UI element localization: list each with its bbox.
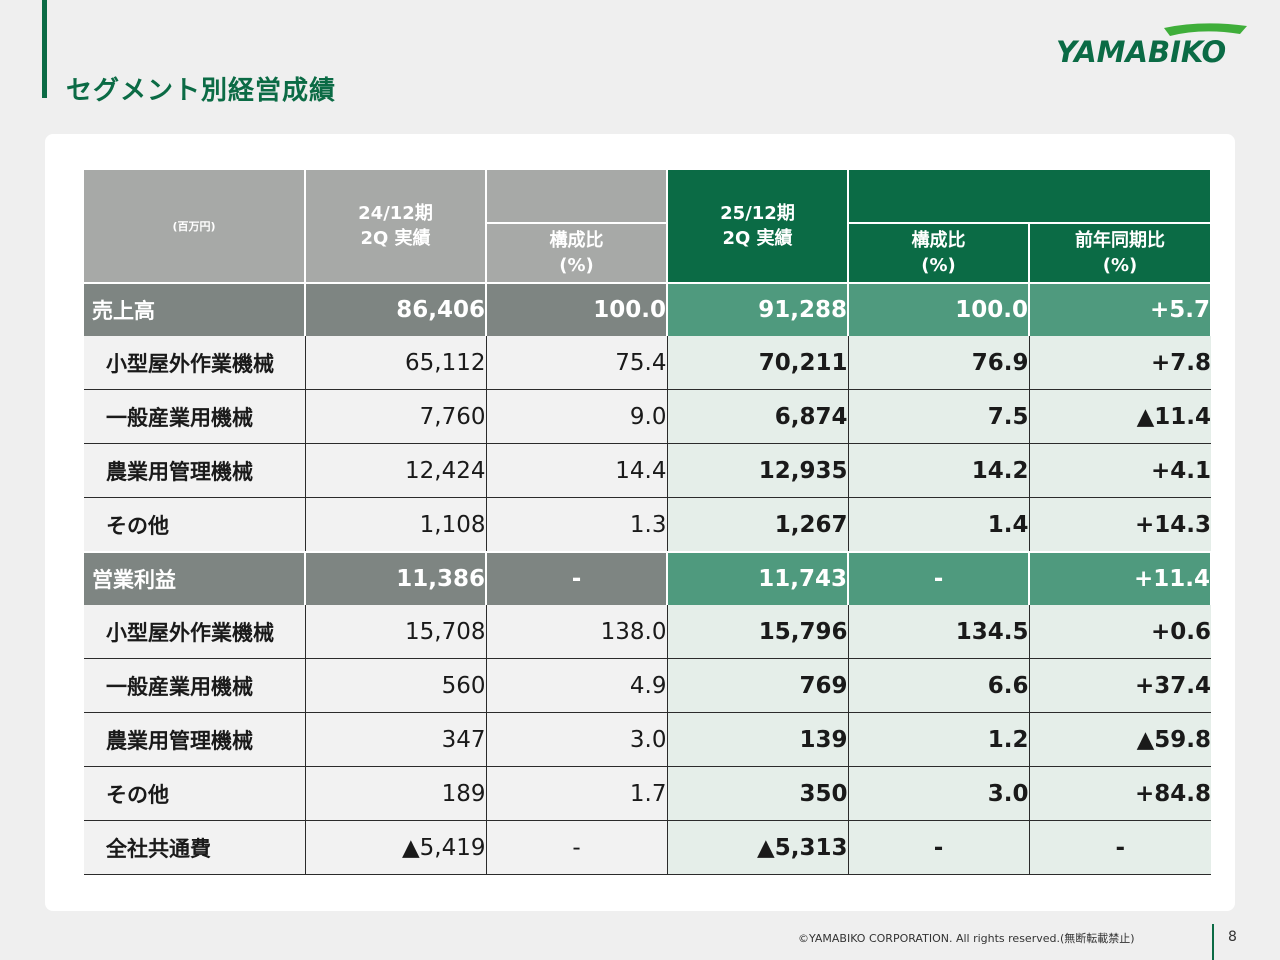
yoy-change: ▲11.4 [1029, 389, 1211, 444]
yamabiko-logo: YAMABIKO [1056, 23, 1247, 69]
table-row: 全社共通費 ▲5,419 - ▲5,313 - - [84, 820, 1211, 875]
segment-results-table: (百万円) 24/12期 2Q 実績 25/12期 2Q 実績 構成比 (%) … [84, 170, 1212, 875]
curr-ratio: 3.0 [848, 766, 1030, 821]
yoy-change: +5.7 [1029, 282, 1212, 336]
prev-amount: 1,108 [305, 497, 487, 553]
curr-ratio: 1.2 [848, 712, 1030, 767]
yoy-change: +37.4 [1029, 658, 1211, 713]
curr-amount: 6,874 [667, 389, 849, 444]
prev-ratio: 14.4 [486, 443, 668, 498]
curr-ratio: - [848, 820, 1030, 875]
header-curr-blank [848, 170, 1212, 223]
header-prev-blank [486, 170, 668, 223]
row-label: その他 [84, 766, 306, 821]
prev-ratio: 1.3 [486, 497, 668, 553]
page-title: セグメント別経営成績 [66, 76, 337, 106]
table-row: 一般産業用機械 7,760 9.0 6,874 7.5 ▲11.4 [84, 389, 1211, 444]
curr-amount: 91,288 [667, 282, 849, 336]
table-row: その他 189 1.7 350 3.0 +84.8 [84, 766, 1211, 821]
prev-amount: 12,424 [305, 443, 487, 498]
curr-ratio: - [848, 551, 1030, 605]
yoy-change: +84.8 [1029, 766, 1211, 821]
prev-ratio: 75.4 [486, 336, 668, 390]
row-label: 小型屋外作業機械 [84, 605, 306, 659]
yoy-change: - [1029, 820, 1211, 875]
row-label: 一般産業用機械 [84, 389, 306, 444]
row-label: 農業用管理機械 [84, 712, 306, 767]
row-label: その他 [84, 497, 306, 553]
yoy-change: +0.6 [1029, 605, 1211, 659]
prev-ratio: 4.9 [486, 658, 668, 713]
curr-ratio: 6.6 [848, 658, 1030, 713]
prev-amount: 347 [305, 712, 487, 767]
table-row: その他 1,108 1.3 1,267 1.4 +14.3 [84, 497, 1211, 553]
svg-text:YAMABIKO: YAMABIKO [1056, 35, 1226, 69]
prev-ratio: 3.0 [486, 712, 668, 767]
header-yoy: 前年同期比 (%) [1029, 222, 1212, 283]
yoy-change: +7.8 [1029, 336, 1211, 390]
footer-divider [1212, 924, 1214, 960]
page-number: 8 [1228, 929, 1237, 945]
yoy-change: +14.3 [1029, 497, 1211, 553]
curr-amount: 12,935 [667, 443, 849, 498]
row-label: 全社共通費 [84, 820, 306, 875]
prev-ratio: 100.0 [486, 282, 668, 336]
curr-ratio: 7.5 [848, 389, 1030, 444]
prev-ratio: - [486, 820, 668, 875]
curr-ratio: 134.5 [848, 605, 1030, 659]
curr-ratio: 76.9 [848, 336, 1030, 390]
curr-ratio: 100.0 [848, 282, 1030, 336]
table-row: 小型屋外作業機械 65,112 75.4 70,211 76.9 +7.8 [84, 336, 1211, 390]
sales-total-row: 売上高 86,406 100.0 91,288 100.0 +5.7 [84, 282, 1212, 336]
curr-amount: 15,796 [667, 605, 849, 659]
yoy-change: +11.4 [1029, 551, 1212, 605]
unit-label: (百万円) [84, 170, 306, 283]
curr-amount: 350 [667, 766, 849, 821]
operating-profit-total-row: 営業利益 11,386 - 11,743 - +11.4 [84, 551, 1212, 605]
title-accent-bar [42, 0, 47, 98]
prev-amount: 65,112 [305, 336, 487, 390]
header-curr-ratio: 構成比 (%) [848, 222, 1030, 283]
prev-ratio: 138.0 [486, 605, 668, 659]
prev-ratio: 1.7 [486, 766, 668, 821]
curr-amount: ▲5,313 [667, 820, 849, 875]
row-label: 売上高 [84, 282, 306, 336]
header-prev-ratio: 構成比 (%) [486, 222, 668, 283]
curr-amount: 769 [667, 658, 849, 713]
prev-amount: 560 [305, 658, 487, 713]
header-curr-period: 25/12期 2Q 実績 [667, 170, 849, 283]
table-row: 農業用管理機械 347 3.0 139 1.2 ▲59.8 [84, 712, 1211, 767]
prev-amount: ▲5,419 [305, 820, 487, 875]
table-row: 農業用管理機械 12,424 14.4 12,935 14.2 +4.1 [84, 443, 1211, 498]
table-row: 一般産業用機械 560 4.9 769 6.6 +37.4 [84, 658, 1211, 713]
prev-amount: 7,760 [305, 389, 487, 444]
row-label: 営業利益 [84, 551, 306, 605]
curr-amount: 139 [667, 712, 849, 767]
prev-amount: 15,708 [305, 605, 487, 659]
curr-ratio: 14.2 [848, 443, 1030, 498]
curr-amount: 70,211 [667, 336, 849, 390]
prev-amount: 11,386 [305, 551, 487, 605]
row-label: 農業用管理機械 [84, 443, 306, 498]
prev-amount: 86,406 [305, 282, 487, 336]
row-label: 一般産業用機械 [84, 658, 306, 713]
yoy-change: +4.1 [1029, 443, 1211, 498]
prev-ratio: - [486, 551, 668, 605]
row-label: 小型屋外作業機械 [84, 336, 306, 390]
prev-amount: 189 [305, 766, 487, 821]
curr-amount: 1,267 [667, 497, 849, 553]
yoy-change: ▲59.8 [1029, 712, 1211, 767]
header-prev-period: 24/12期 2Q 実績 [305, 170, 487, 283]
prev-ratio: 9.0 [486, 389, 668, 444]
table-row: 小型屋外作業機械 15,708 138.0 15,796 134.5 +0.6 [84, 605, 1211, 659]
curr-ratio: 1.4 [848, 497, 1030, 553]
curr-amount: 11,743 [667, 551, 849, 605]
copyright-notice: ©YAMABIKO CORPORATION. All rights reserv… [798, 932, 1135, 945]
